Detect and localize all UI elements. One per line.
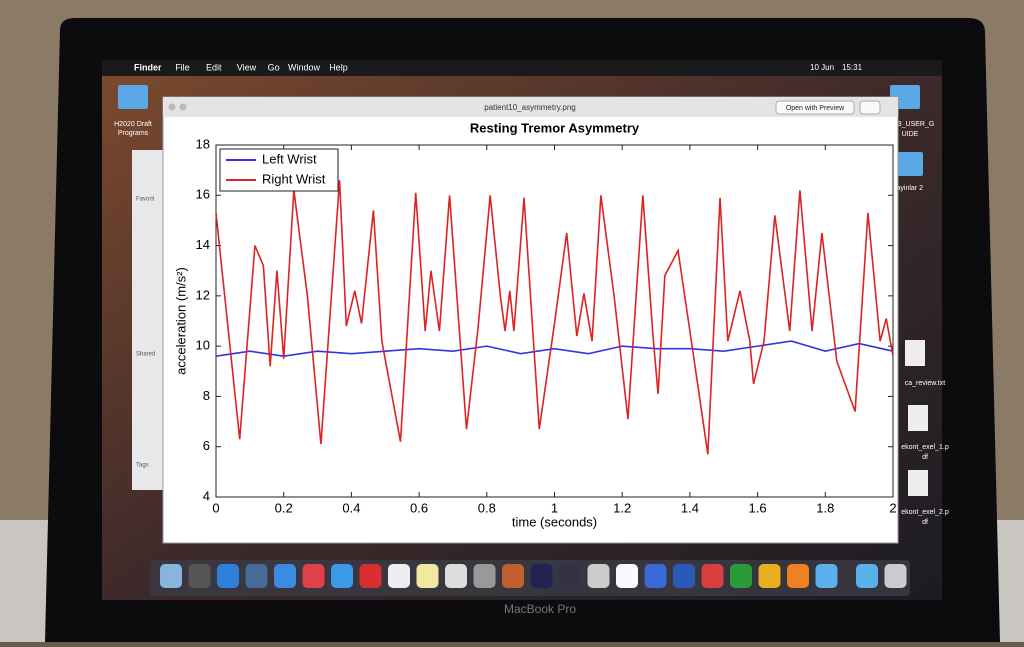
x-axis-label: time (seconds) xyxy=(512,514,597,529)
y-tick-label: 4 xyxy=(203,488,210,503)
dock-icon[interactable] xyxy=(559,564,581,588)
dock-icon[interactable] xyxy=(274,564,296,588)
desktop-icon-label: Programs xyxy=(118,130,149,137)
menu-item[interactable]: Go xyxy=(268,62,280,72)
y-tick-label: 10 xyxy=(196,338,210,353)
sidebar-section: Tags xyxy=(136,463,149,469)
desktop-icon-label: ekont_exel_2.p xyxy=(901,509,949,516)
x-tick-label: 0.6 xyxy=(410,500,428,515)
dock-icon[interactable] xyxy=(302,564,325,588)
dock-icon[interactable] xyxy=(856,564,878,588)
dock-icon[interactable] xyxy=(644,564,667,588)
menu-item[interactable]: Help xyxy=(329,62,348,72)
dock-icon[interactable] xyxy=(331,564,353,588)
open-preview-label: Open with Preview xyxy=(786,105,845,112)
laptop-label: MacBook Pro xyxy=(504,602,576,616)
dock-icon[interactable] xyxy=(730,564,752,588)
share-button[interactable] xyxy=(859,100,881,115)
y-axis-label: acceleration (m/s²) xyxy=(173,267,188,375)
desktop-icon-label: df xyxy=(922,519,928,526)
menu-date: 10 Jun xyxy=(810,63,834,72)
dock-icon[interactable] xyxy=(416,564,439,588)
desktop-icon-label: UIDE xyxy=(902,131,919,138)
dock-icon[interactable] xyxy=(884,564,907,588)
dock-icon[interactable] xyxy=(787,564,809,588)
dock-icon[interactable] xyxy=(473,564,496,588)
desktop-icon-label: ekont_exel_1.p xyxy=(901,444,949,451)
dock-icon[interactable] xyxy=(502,564,524,588)
y-tick-label: 18 xyxy=(196,136,210,151)
dock-icon[interactable] xyxy=(758,564,781,588)
x-tick-label: 1.8 xyxy=(816,500,834,515)
x-tick-label: 0 xyxy=(212,500,219,515)
dock-icon[interactable] xyxy=(388,564,410,588)
open-preview-button[interactable] xyxy=(775,100,855,115)
dock-icon[interactable] xyxy=(217,564,239,588)
menu-item[interactable]: Edit xyxy=(206,62,222,72)
y-tick-label: 12 xyxy=(196,287,210,302)
dock-icon[interactable] xyxy=(587,564,610,588)
menu-item[interactable]: Window xyxy=(288,62,321,72)
window-titlebar xyxy=(163,97,898,117)
menu-item[interactable]: View xyxy=(237,62,257,72)
x-tick-label: 1.6 xyxy=(749,500,767,515)
y-tick-label: 14 xyxy=(196,237,210,252)
chart-title: Resting Tremor Asymmetry xyxy=(470,120,640,135)
dock-icon[interactable] xyxy=(815,564,838,588)
dock-icon[interactable] xyxy=(701,564,724,588)
series-line xyxy=(215,180,894,455)
y-tick-label: 8 xyxy=(203,388,210,403)
window-title: patient10_asymmetry.png xyxy=(484,103,575,112)
legend-label: Right Wrist xyxy=(262,171,326,186)
x-tick-label: 2 xyxy=(889,500,896,515)
sidebar-section: Favorit xyxy=(136,197,155,203)
menu-item[interactable]: File xyxy=(175,62,190,72)
dock-icon[interactable] xyxy=(160,564,182,588)
menu-bar xyxy=(102,60,942,76)
dock-icon[interactable] xyxy=(245,564,268,588)
desktop-icon-label: KLs3_USER_G xyxy=(886,121,935,128)
dock-icons xyxy=(160,564,907,588)
dock-icon[interactable] xyxy=(673,564,695,588)
file-icons xyxy=(905,340,928,496)
dock-icon[interactable] xyxy=(188,564,211,588)
x-tick-label: 0.4 xyxy=(342,500,360,515)
dock-icon[interactable] xyxy=(616,564,638,588)
x-tick-label: 0.2 xyxy=(275,500,293,515)
legend-box xyxy=(219,148,339,192)
chart: Resting Tremor Asymmetry 0 0.2 0.4 0.6 0.8 1 1.… xyxy=(173,120,896,529)
x-tick-label: 1.2 xyxy=(613,500,631,515)
legend-label: Left Wrist xyxy=(262,151,317,166)
y-tick-label: 16 xyxy=(196,187,210,202)
x-tick-label: 1.4 xyxy=(681,500,699,515)
series-line xyxy=(215,340,894,358)
sidebar-section: Shared xyxy=(136,352,155,358)
folder-icons xyxy=(118,85,923,176)
dock-icon[interactable] xyxy=(359,564,382,588)
x-tick-label: 0.8 xyxy=(478,500,496,515)
desktop-icon-label: df xyxy=(922,454,928,461)
dock-icon[interactable] xyxy=(530,564,553,588)
menu-time: 15:31 xyxy=(842,63,863,72)
desktop-icon-label: yayinlar 2 xyxy=(893,185,923,192)
desktop-icon-label: H2020 Draft xyxy=(114,121,152,128)
y-tick-label: 6 xyxy=(203,438,210,453)
zoom-button[interactable] xyxy=(179,103,187,111)
close-button[interactable] xyxy=(168,103,176,111)
menu-item[interactable]: Finder xyxy=(134,62,162,72)
desktop-icon-label: ca_review.txt xyxy=(905,380,946,387)
dock-icon[interactable] xyxy=(445,564,467,588)
x-tick-label: 1 xyxy=(551,500,558,515)
